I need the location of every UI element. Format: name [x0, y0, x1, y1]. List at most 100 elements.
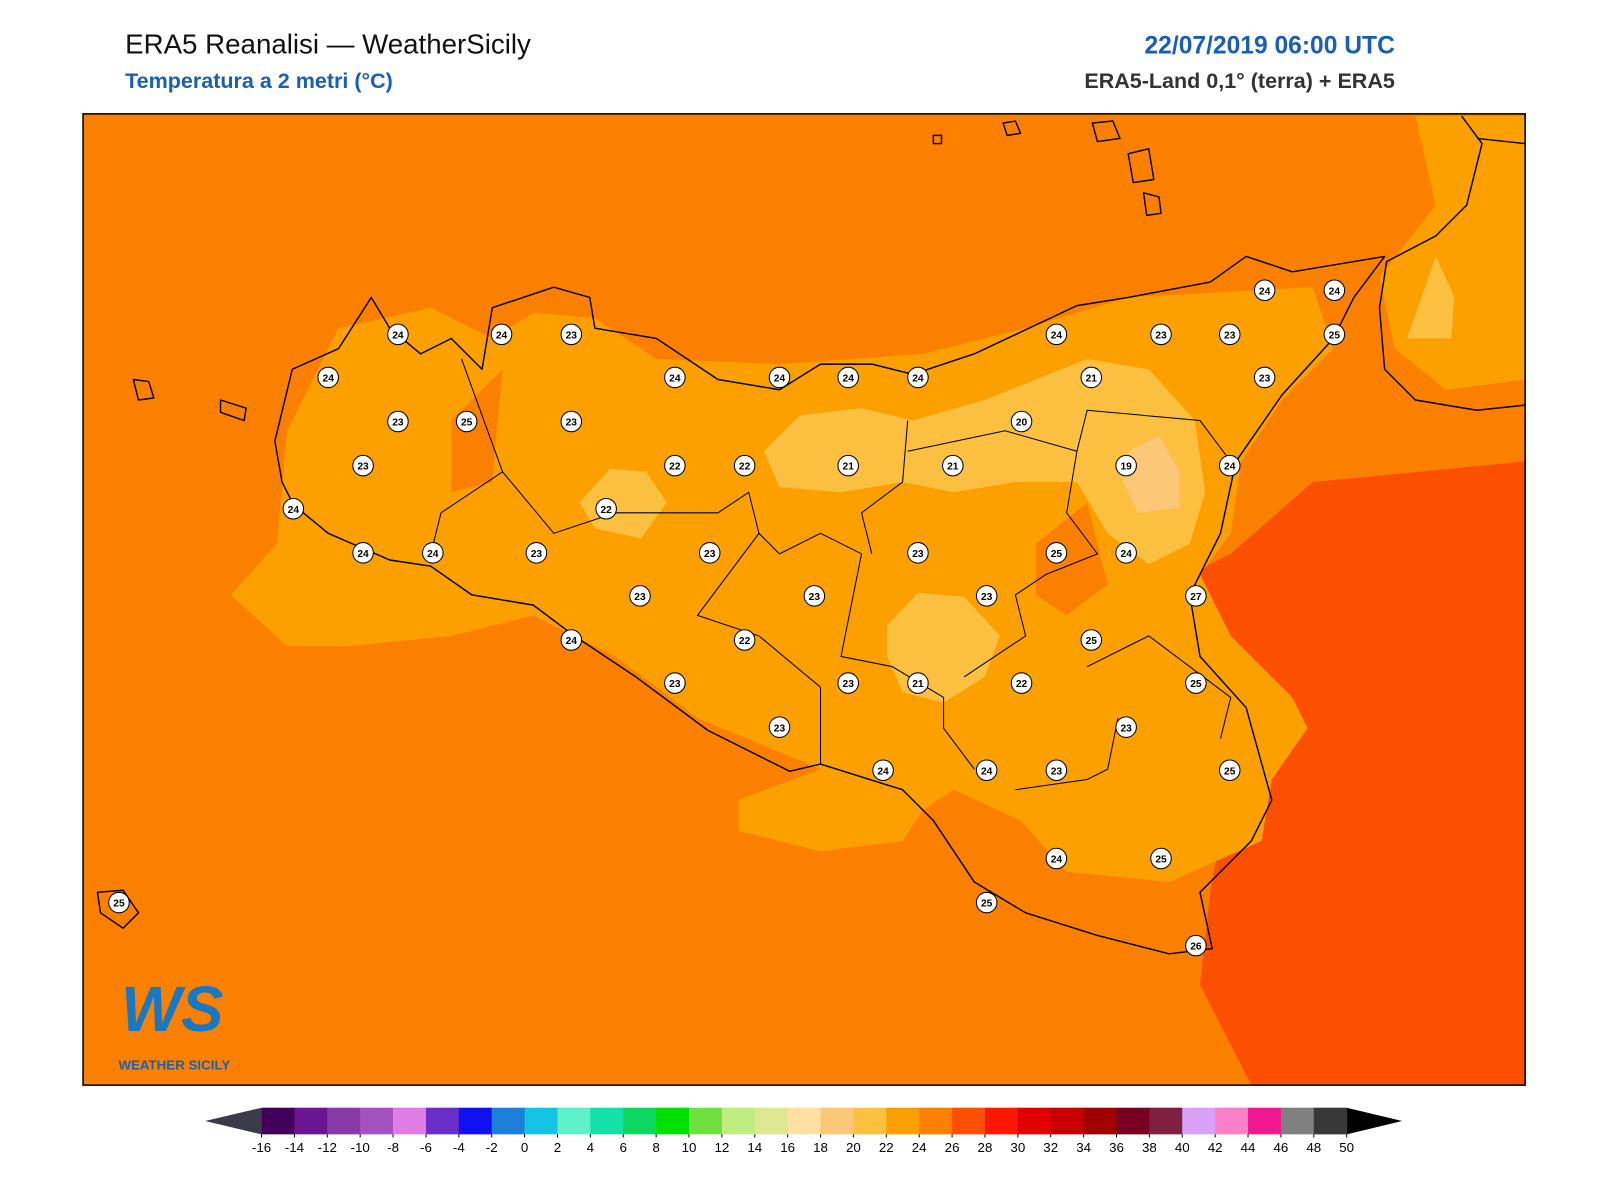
- colorbar-box: [952, 1107, 986, 1135]
- colorbar-tick-label: 30: [1010, 1140, 1025, 1155]
- station-value: 23: [774, 723, 786, 734]
- colorbar-box: [1182, 1107, 1216, 1135]
- station-value: 24: [669, 374, 681, 385]
- station-value: 22: [739, 636, 751, 647]
- field-18: [1123, 435, 1180, 513]
- station-marker: [768, 366, 791, 389]
- colorbar-tick-label: -16: [252, 1140, 271, 1155]
- colorbar-tick-label: 22: [879, 1140, 894, 1155]
- field-24c: [1035, 502, 1108, 616]
- station-marker: [282, 497, 305, 520]
- colorbar-tick-label: 44: [1241, 1140, 1256, 1155]
- colorbar-tick-label: 46: [1273, 1140, 1288, 1155]
- station-marker: [872, 759, 894, 782]
- colorbar-box: [853, 1107, 887, 1135]
- station-marker: [664, 672, 686, 694]
- station-value: 25: [1051, 549, 1063, 560]
- station-marker: [1080, 629, 1103, 651]
- station-marker: [733, 454, 756, 477]
- station-marker: [837, 454, 859, 477]
- colorbar-tick-label: 16: [780, 1140, 795, 1155]
- station-marker: [317, 366, 339, 389]
- colorbar-tick-label: 8: [652, 1140, 659, 1155]
- colorbar-box: [919, 1107, 953, 1135]
- station-value: 24: [566, 636, 578, 647]
- station-marker: [352, 454, 374, 477]
- station-value: 26: [1190, 942, 1202, 953]
- station-marker: [907, 366, 929, 389]
- colorbar-box: [721, 1107, 756, 1135]
- station-value: 21: [912, 679, 924, 690]
- colorbar-box: [1050, 1107, 1085, 1135]
- station-value: 19: [1120, 462, 1132, 473]
- station-marker: [1080, 366, 1103, 389]
- colorbar-tick-label: 14: [747, 1140, 762, 1155]
- colorbar-box: [689, 1107, 723, 1135]
- station-value: 23: [634, 592, 646, 603]
- station-value: 24: [288, 505, 300, 516]
- station-value: 27: [1190, 592, 1202, 603]
- colorbar-box: [458, 1107, 493, 1135]
- station-value: 24: [912, 374, 924, 385]
- station-marker: [768, 716, 791, 738]
- station-marker: [422, 542, 444, 564]
- station-value: 24: [496, 330, 508, 341]
- station-value: 24: [1329, 286, 1341, 297]
- station-marker: [1218, 323, 1241, 346]
- colorbar-tick-label: -6: [420, 1140, 432, 1155]
- colorbar-tick-label: 42: [1208, 1140, 1223, 1155]
- station-value: 25: [1190, 679, 1202, 690]
- colorbar-box: [360, 1107, 394, 1135]
- colorbar-under: [205, 1107, 262, 1135]
- station-value: 23: [1259, 374, 1271, 385]
- logo-text: WEATHER SICILY: [118, 1058, 230, 1073]
- station-marker: [1045, 323, 1068, 346]
- station-marker: [1045, 759, 1068, 782]
- station-marker: [595, 497, 617, 520]
- colorbar-box: [820, 1107, 854, 1135]
- colorbar-box: [1313, 1107, 1348, 1135]
- station-value: 22: [669, 462, 681, 473]
- station-value: 22: [739, 462, 751, 473]
- colorbar-tick-label: -12: [318, 1140, 337, 1155]
- station-value: 23: [981, 592, 993, 603]
- station-value: 25: [1329, 330, 1341, 341]
- station-marker: [629, 585, 651, 607]
- station-marker: [1010, 410, 1033, 433]
- field-26: [1148, 461, 1526, 1086]
- subtitle: Temperatura a 2 metri (°C): [125, 69, 393, 93]
- station-value: 21: [947, 462, 959, 473]
- station-value: 21: [843, 462, 855, 473]
- colorbar-tick-label: -10: [351, 1140, 370, 1155]
- colorbar-box: [1083, 1107, 1118, 1135]
- islands: [96, 120, 1162, 929]
- station-marker: [664, 454, 686, 477]
- station-marker: [1115, 716, 1137, 738]
- station-marker: [1185, 585, 1207, 607]
- source: ERA5-Land 0,1° (terra) + ERA5: [1084, 69, 1395, 93]
- title: ERA5 Reanalisi — WeatherSicily: [125, 28, 531, 59]
- calabria-coast: [1378, 115, 1526, 411]
- map-frame: [82, 113, 1526, 1086]
- station-value: 22: [600, 505, 612, 516]
- station-marker: [1218, 759, 1241, 782]
- field-20-cal: [1407, 256, 1455, 339]
- colorbar-box: [524, 1107, 558, 1135]
- station-value: 24: [323, 374, 335, 385]
- colorbar-tick-label: 4: [587, 1140, 595, 1155]
- station-marker: [907, 542, 929, 564]
- station-marker: [1150, 847, 1172, 870]
- station-marker: [907, 672, 929, 694]
- station-marker: [352, 542, 374, 564]
- colorbar-box: [1215, 1107, 1249, 1135]
- colorbar-tick-label: 40: [1175, 1140, 1190, 1155]
- station-marker: [1253, 366, 1276, 389]
- station-value: 23: [357, 462, 369, 473]
- colorbar-tick-label: -8: [387, 1140, 399, 1155]
- station-value: 24: [843, 374, 855, 385]
- logo-mark: WS: [121, 974, 223, 1045]
- station-value: 23: [1155, 330, 1167, 341]
- station-value: 24: [392, 330, 404, 341]
- station-marker: [1323, 323, 1346, 346]
